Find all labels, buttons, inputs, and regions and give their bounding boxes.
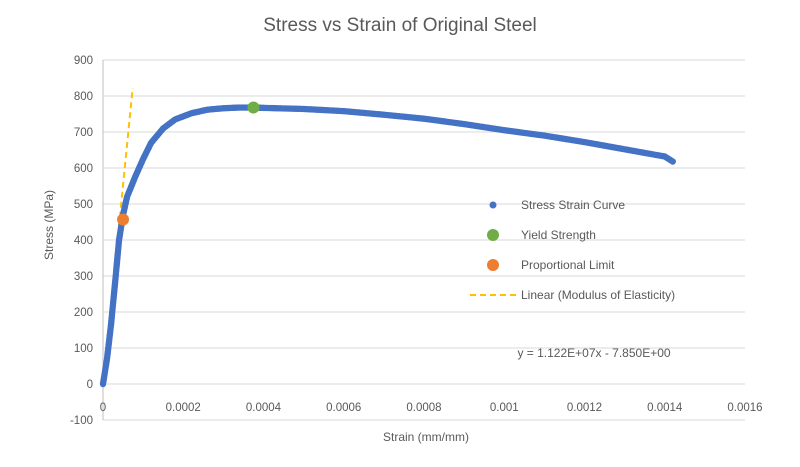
data-points xyxy=(99,104,676,388)
legend-label: Stress Strain Curve xyxy=(521,198,625,212)
legend-item: Yield Strength xyxy=(487,228,596,242)
x-axis-title: Strain (mm/mm) xyxy=(383,430,469,444)
legend-swatch-scatter xyxy=(489,201,497,209)
x-tick-label: 0.0006 xyxy=(326,402,361,414)
y-tick-label: 500 xyxy=(74,199,93,211)
curve-point xyxy=(669,158,676,165)
legend-item: Linear (Modulus of Elasticity) xyxy=(470,288,675,302)
legend-label: Linear (Modulus of Elasticity) xyxy=(521,288,675,302)
trendline-equation: y = 1.122E+07x - 7.850E+00 xyxy=(517,346,670,360)
proportional-limit-marker xyxy=(117,213,130,226)
y-tick-label: 800 xyxy=(74,91,93,103)
x-tick-label: 0.0004 xyxy=(246,402,282,414)
legend: Stress Strain Curve Yield Strength Proport… xyxy=(470,198,675,302)
y-tick-label: 200 xyxy=(74,307,93,319)
y-axis-title: Stress (MPa) xyxy=(42,190,56,260)
y-tick-label: -100 xyxy=(70,415,93,427)
x-tick-label: 0.0008 xyxy=(406,402,441,414)
gridlines xyxy=(103,59,745,421)
y-tick-label: 100 xyxy=(74,343,93,355)
x-tick-label: 0 xyxy=(100,402,106,414)
yield-strength-marker xyxy=(247,101,260,114)
y-tick-label: 600 xyxy=(74,163,93,175)
axes: -100 0 100 200 300 400 500 600 700 800 900 0 0.0002 0… xyxy=(70,55,763,427)
y-tick-label: 300 xyxy=(74,271,93,283)
x-tick-label: 0.0012 xyxy=(567,402,602,414)
x-tick-label: 0.001 xyxy=(490,402,519,414)
chart-title: Stress vs Strain of Original Steel xyxy=(263,15,537,36)
x-tick-label: 0.0002 xyxy=(166,402,201,414)
y-tick-label: 400 xyxy=(74,235,93,247)
legend-swatch-marker xyxy=(487,229,499,241)
legend-item: Stress Strain Curve xyxy=(489,198,625,212)
x-tick-label: 0.0014 xyxy=(647,402,683,414)
x-tick-label: 0.0016 xyxy=(727,402,762,414)
y-tick-label: 700 xyxy=(74,127,93,139)
legend-label: Yield Strength xyxy=(521,228,596,242)
legend-swatch-marker xyxy=(487,259,499,271)
legend-label: Proportional Limit xyxy=(521,258,615,272)
highlight-markers xyxy=(117,101,260,226)
y-tick-label: 0 xyxy=(87,379,93,391)
legend-item: Proportional Limit xyxy=(487,258,615,272)
y-tick-label: 900 xyxy=(74,55,93,67)
